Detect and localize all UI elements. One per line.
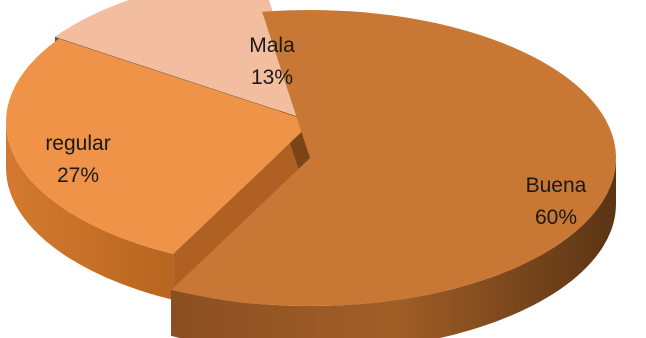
pie-slice-buena — [171, 10, 616, 306]
slice-percent: 60% — [535, 206, 577, 229]
pie-slice-label-regular: regular 27% — [45, 132, 110, 187]
slice-name: Buena — [526, 174, 587, 197]
slice-percent: 27% — [57, 164, 99, 187]
pie-slice-side-regular — [6, 122, 174, 300]
pie-slice-regular — [6, 38, 312, 254]
slice-name: regular — [45, 132, 110, 155]
pie-slice-mala — [54, 0, 308, 120]
pie-slice-label-buena: Buena 60% — [526, 174, 587, 229]
pie-slice-label-mala: Mala 13% — [249, 34, 295, 89]
pie-slice-side-buena — [171, 158, 616, 338]
pie-labels: Mala 13% regular 27% Buena 60% — [45, 34, 586, 229]
pie-tops — [6, 0, 616, 306]
slice-percent: 13% — [251, 66, 293, 89]
slice-name: Mala — [249, 34, 295, 57]
